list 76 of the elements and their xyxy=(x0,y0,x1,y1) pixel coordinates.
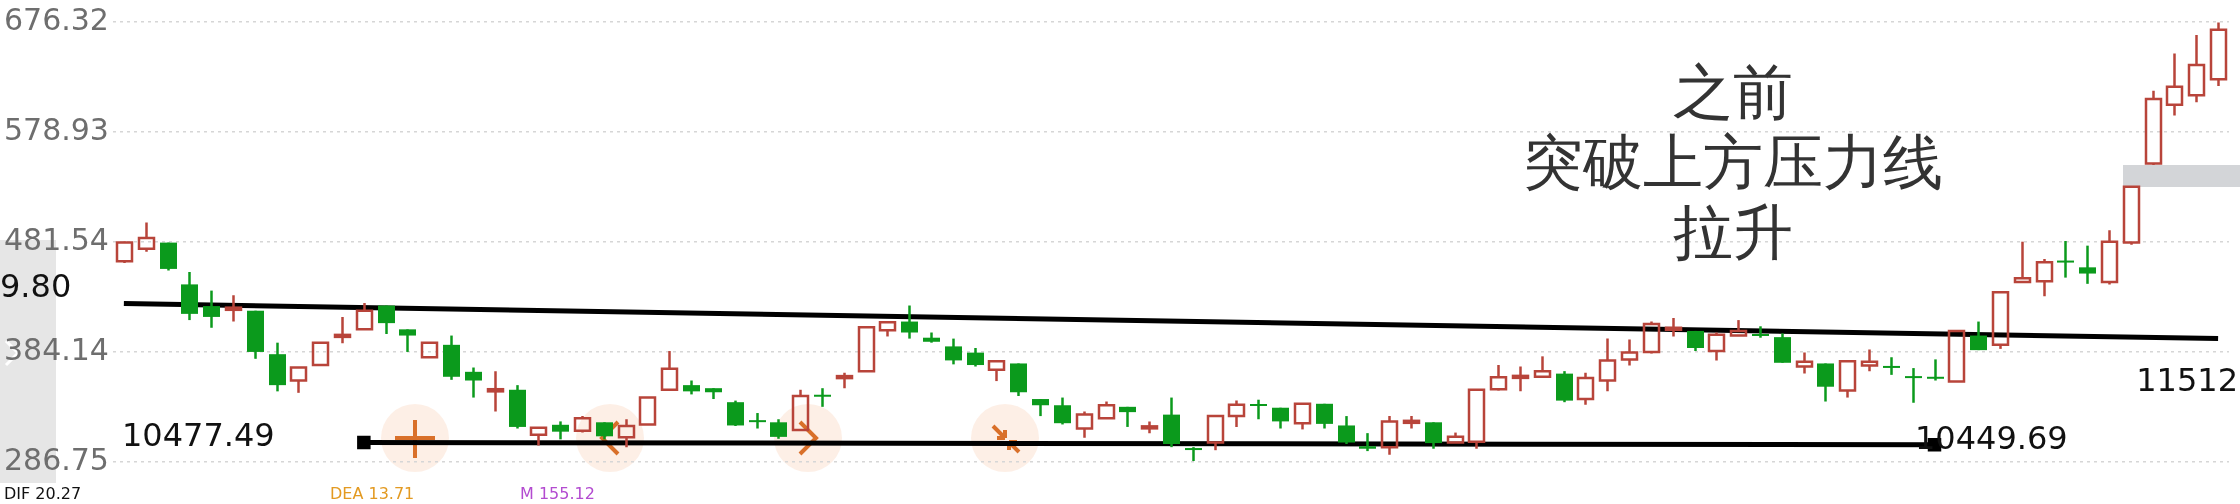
candlestick xyxy=(987,360,1006,383)
candlestick xyxy=(901,304,918,340)
candlestick xyxy=(378,304,395,336)
candlestick xyxy=(1293,402,1312,431)
candlestick xyxy=(1598,337,1617,393)
candlestick xyxy=(945,337,962,366)
candlestick xyxy=(2165,52,2184,117)
annotation: 11512 xyxy=(2136,361,2238,399)
candlestick xyxy=(137,221,156,254)
candlestick xyxy=(749,411,766,430)
candlestick xyxy=(1227,399,1246,429)
candlestick xyxy=(1883,355,1900,377)
candlestick xyxy=(1316,402,1333,430)
y-tick-label: 481.54 xyxy=(3,221,109,257)
candlestick xyxy=(465,366,482,399)
candlestick xyxy=(529,426,548,447)
candlestick xyxy=(1576,371,1595,406)
candlestick xyxy=(289,366,308,395)
candlestick xyxy=(1380,414,1399,457)
candlestick xyxy=(1664,316,1683,338)
annotation: 突破上方压力线 xyxy=(1522,127,1944,197)
annotation: 之前 xyxy=(1672,57,1794,127)
candlestick xyxy=(1970,320,1987,352)
candlestick xyxy=(617,418,636,449)
candlestick xyxy=(486,369,505,413)
candlestick xyxy=(1817,362,1834,403)
candlestick xyxy=(967,346,984,368)
annotation: 拉升 xyxy=(1672,197,1794,267)
candlestick xyxy=(1467,388,1486,450)
candlestick xyxy=(2057,239,2074,279)
candlestick xyxy=(1250,398,1267,421)
candlestick xyxy=(791,388,810,432)
candlestick xyxy=(224,293,243,323)
candlestick xyxy=(2013,240,2032,284)
candlestick xyxy=(660,349,679,392)
text: DEA 13.71 xyxy=(330,484,415,504)
candlestick xyxy=(1795,351,1814,375)
y-tick-label: 676.32 xyxy=(3,1,109,37)
candlestick xyxy=(814,386,831,409)
candlestick xyxy=(835,371,854,390)
candlestick xyxy=(1425,421,1442,450)
candlestick xyxy=(1838,360,1857,399)
candlestick xyxy=(1489,363,1508,391)
candlestick xyxy=(1075,410,1094,440)
candlestick xyxy=(770,418,787,441)
y-tick-label: 286.75 xyxy=(3,441,109,477)
candlestick xyxy=(2079,244,2096,286)
candlestick xyxy=(1402,414,1421,430)
candlestick xyxy=(203,289,220,330)
annotation: 10477.49 xyxy=(122,416,275,454)
candlestick xyxy=(1338,414,1355,446)
candlestick xyxy=(2187,33,2206,104)
candlestick xyxy=(1729,318,1748,337)
candlestick xyxy=(1905,366,1922,405)
candlestick xyxy=(399,328,416,354)
candlestick xyxy=(333,315,352,345)
candlestick xyxy=(1206,414,1225,452)
candlestick xyxy=(1511,365,1530,393)
candlestick xyxy=(1054,396,1071,426)
y-tick-label: 578.93 xyxy=(3,111,109,147)
candlestick xyxy=(1752,325,1769,339)
candlestick xyxy=(1991,290,2010,351)
candlestick xyxy=(2100,228,2119,286)
y-tick-label: 384.14 xyxy=(3,331,109,367)
candlestick xyxy=(1533,355,1552,379)
candlestick xyxy=(1185,445,1202,463)
candlestick xyxy=(1860,348,1879,373)
candlestick xyxy=(355,301,374,331)
candlestick xyxy=(1927,358,1944,382)
text: M 155.12 xyxy=(520,484,595,504)
candlestick xyxy=(1359,431,1376,453)
text: DIF 20.27 xyxy=(4,484,82,504)
candlestick xyxy=(727,399,744,428)
text: 9.80 xyxy=(0,267,72,305)
candlestick xyxy=(1620,338,1639,367)
candlestick xyxy=(2035,257,2054,298)
